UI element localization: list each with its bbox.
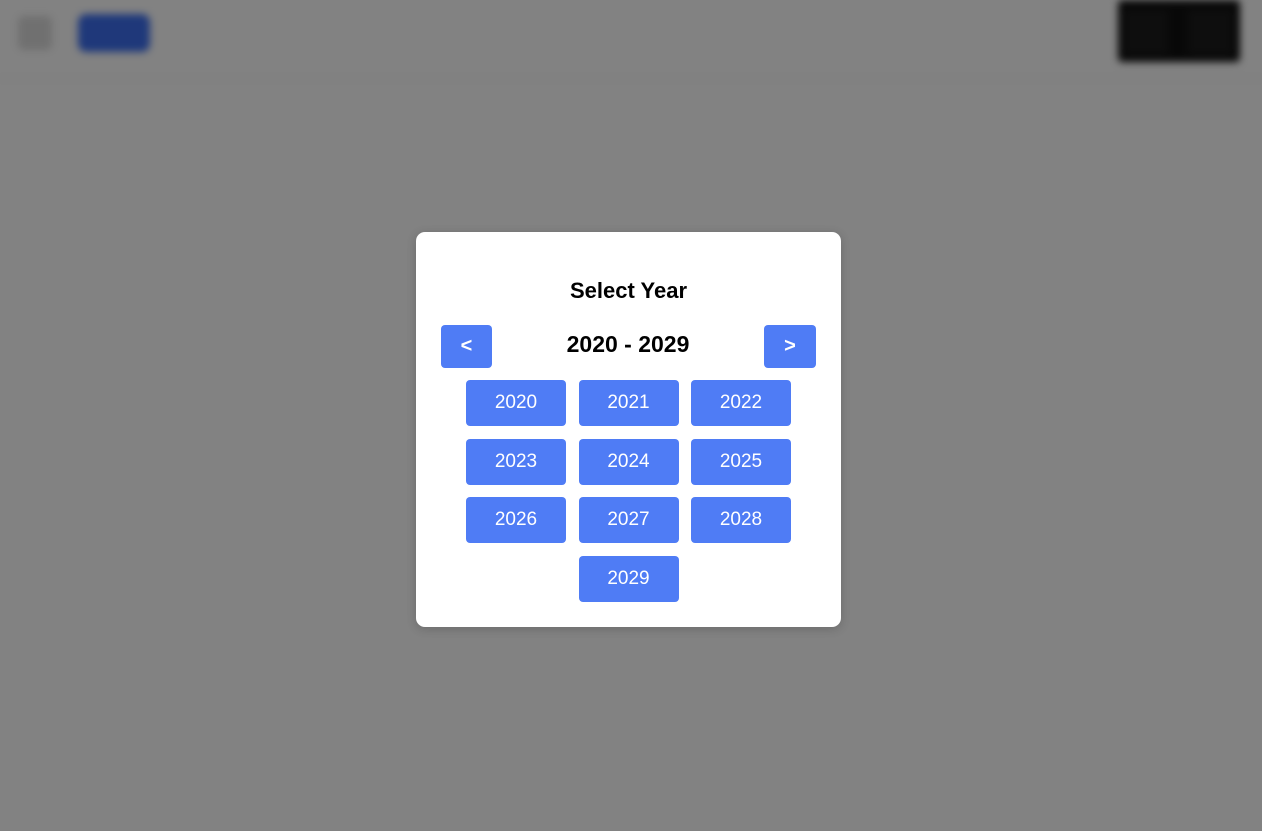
next-decade-button[interactable]: > (764, 325, 816, 368)
year-button-2021[interactable]: 2021 (578, 380, 679, 426)
background-button (78, 14, 150, 52)
menu-icon (18, 16, 52, 50)
year-button-2024[interactable]: 2024 (578, 438, 679, 485)
year-button-2023[interactable]: 2023 (466, 438, 566, 485)
year-button-2026[interactable]: 2026 (466, 497, 566, 543)
year-button-2028[interactable]: 2028 (691, 497, 791, 543)
year-grid: 2020 2021 2022 2023 2024 2025 2026 2027 … (466, 380, 791, 602)
year-button-2020[interactable]: 2020 (466, 380, 566, 426)
modal-title: Select Year (569, 278, 688, 303)
background-toolbar-item (1188, 10, 1232, 54)
year-button-2022[interactable]: 2022 (691, 380, 791, 426)
year-button-2027[interactable]: 2027 (578, 497, 679, 543)
background-header (0, 0, 1262, 79)
year-button-2029[interactable]: 2029 (578, 555, 679, 602)
year-button-2025[interactable]: 2025 (691, 438, 791, 485)
decade-range-label: 2020 - 2029 (566, 331, 690, 357)
previous-decade-button[interactable]: < (441, 325, 492, 368)
background-toolbar (1118, 0, 1240, 62)
year-picker-modal: Select Year < 2020 - 2029 > 2020 2021 20… (416, 232, 841, 627)
background-toolbar-item (1124, 10, 1168, 54)
